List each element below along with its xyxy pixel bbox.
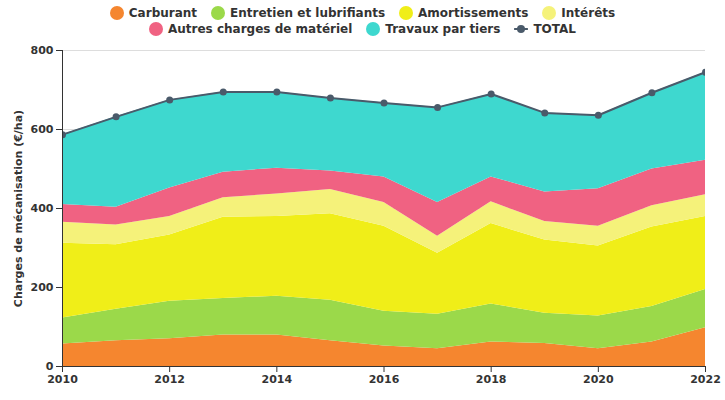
svg-text:200: 200 <box>31 281 54 294</box>
svg-text:400: 400 <box>31 202 54 215</box>
svg-text:2016: 2016 <box>369 373 400 386</box>
html-text:TOTAL: TOTAL <box>533 22 576 36</box>
svg-text:0: 0 <box>46 360 54 373</box>
svg-text:2014: 2014 <box>262 373 293 386</box>
svg-text:2010: 2010 <box>47 373 78 386</box>
html-text:Travaux par tiers: Travaux par tiers <box>385 22 501 36</box>
svg-text:Charges de mécanisation (€/ha): Charges de mécanisation (€/ha) <box>12 110 25 307</box>
svg-text:800: 800 <box>31 44 54 57</box>
html-text:Intérêts: Intérêts <box>561 6 616 20</box>
html-text:Amortissements: Amortissements <box>418 6 529 20</box>
svg-text:2012: 2012 <box>154 373 185 386</box>
svg-text:2022: 2022 <box>690 373 721 386</box>
html-text:Entretien et lubrifiants: Entretien et lubrifiants <box>230 6 386 20</box>
html-text:Carburant: Carburant <box>128 6 198 20</box>
html-text:Autres charges de matériel: Autres charges de matériel <box>168 22 353 36</box>
svg-text:2018: 2018 <box>476 373 507 386</box>
svg-text:600: 600 <box>31 123 54 136</box>
svg-text:2020: 2020 <box>583 373 614 386</box>
